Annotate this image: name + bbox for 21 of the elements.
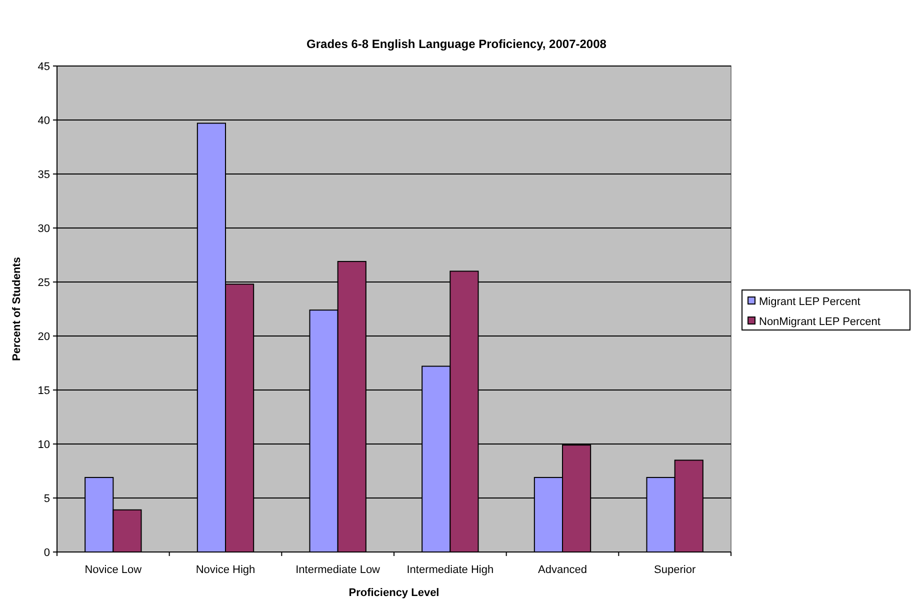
x-axis-title: Proficiency Level [348,587,440,599]
y-tick-label: 10 [38,438,50,451]
chart-title: Grades 6-8 English Language Proficiency, 2007-2008 [306,37,607,51]
y-tick-label: 35 [38,168,50,181]
y-tick-label: 45 [38,60,50,73]
x-tick-label: Superior [654,564,696,576]
legend-label: NonMigrant LEP Percent [759,316,880,328]
y-tick-label: 20 [38,330,50,343]
x-tick-label: Advanced [538,564,587,576]
x-tick-label: Intermediate Low [296,564,380,576]
legend-label: Migrant LEP Percent [759,296,860,308]
y-tick-label: 15 [38,384,50,397]
y-axis-title: Percent of Students [11,257,23,361]
x-tick-label: Intermediate High [406,564,494,576]
y-tick-label: 30 [38,222,50,235]
x-tick-label: Novice High [196,564,256,576]
y-tick-label: 25 [38,276,50,289]
y-tick-label: 5 [44,492,50,505]
y-tick-label: 0 [44,546,50,559]
y-tick-label: 40 [38,114,50,127]
x-tick-label: Novice Low [84,564,142,576]
